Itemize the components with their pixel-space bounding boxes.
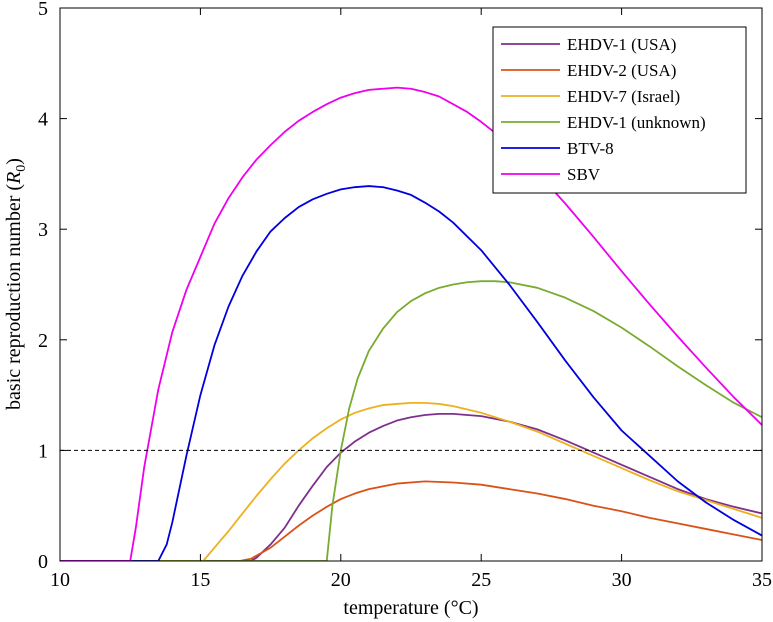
y-axis-label-symbol: R [3, 172, 25, 185]
legend-label: EHDV-1 (USA) [567, 35, 676, 54]
legend-label: EHDV-1 (unknown) [567, 113, 706, 132]
x-axis-label: temperature (°C) [343, 597, 478, 619]
series-layer [60, 86, 762, 561]
x-tick-label: 35 [752, 569, 772, 591]
legend-label: EHDV-2 (USA) [567, 61, 676, 80]
legend: EHDV-1 (USA) EHDV-2 (USA) EHDV-7 (Israel) E… [492, 26, 747, 194]
y-tick-label: 4 [38, 109, 48, 131]
series-line-2 [60, 480, 762, 561]
series-line-6 [60, 86, 762, 561]
x-tick-label: 15 [190, 569, 210, 591]
legend-label: EHDV-7 (Israel) [567, 87, 680, 106]
y-axis-label-subscript: 0 [14, 165, 29, 172]
y-axis-label-prefix: basic reproduction number ( [3, 184, 25, 410]
x-tick-label: 25 [471, 569, 491, 591]
y-axis-label: basic reproduction number (R0) [3, 158, 29, 410]
tick-layer: 10 15 20 25 30 35 0 1 2 3 4 5 [38, 0, 772, 591]
y-tick-label: 3 [38, 219, 48, 241]
y-tick-label: 2 [38, 330, 48, 352]
series-line-5 [60, 185, 762, 561]
y-tick-label: 1 [38, 440, 48, 462]
y-axis-label-suffix: ) [3, 158, 25, 165]
series-line-3 [60, 401, 762, 561]
legend-label: SBV [567, 165, 601, 184]
x-tick-label: 20 [331, 569, 351, 591]
x-tick-label: 10 [50, 569, 70, 591]
y-tick-label: 5 [38, 0, 48, 20]
x-tick-label: 30 [612, 569, 632, 591]
plot-frame [59, 7, 763, 562]
legend-box [492, 26, 747, 194]
series-line-1 [60, 412, 762, 561]
y-tick-label: 0 [38, 551, 48, 573]
series-line-4 [60, 280, 762, 561]
legend-label: BTV-8 [567, 139, 614, 158]
